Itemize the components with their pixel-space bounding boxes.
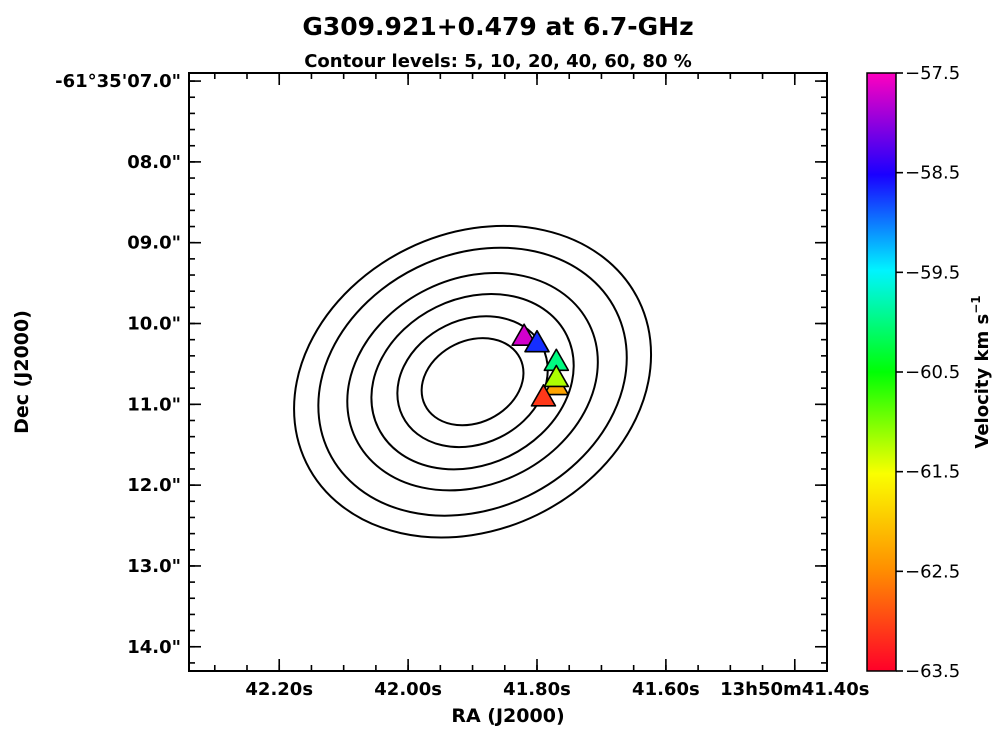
- x-tick-label: 41.60s: [632, 679, 700, 700]
- colorbar-tick-label: −61.5: [905, 462, 960, 483]
- colorbar-tick-label: −60.5: [905, 362, 960, 383]
- colorbar-tick-label: −59.5: [905, 262, 960, 283]
- chart-title: G309.921+0.479 at 6.7-GHz: [302, 12, 693, 41]
- contour-60-percent: [396, 315, 549, 449]
- colorbar-tick-label: −58.5: [905, 163, 960, 184]
- y-tick-label: 10.0": [127, 314, 181, 335]
- x-tick-label: 13h50m41.40s: [720, 679, 869, 700]
- colorbar: [866, 72, 897, 672]
- colorbar-tick-label: −62.5: [905, 561, 960, 582]
- maser-spot-5: [543, 364, 570, 388]
- axis-ticks: [189, 73, 828, 671]
- colorbar-label: Velocity km s−1: [969, 295, 993, 448]
- y-tick-label: -61°35'07.0": [55, 71, 181, 92]
- y-axis-label: Dec (J2000): [11, 310, 33, 434]
- contour-5-percent: [293, 224, 653, 539]
- contour-10-percent: [317, 246, 628, 517]
- maser-spot-1: [511, 323, 537, 347]
- y-tick-label: 08.0": [127, 152, 181, 173]
- colorbar-ticks: −57.5 −58.5 −59.5 −60.5 −61.5 −62.5 −63.5: [896, 63, 960, 682]
- plot-frame: [188, 72, 828, 672]
- y-tick-labels: -61°35'07.0" 08.0" 09.0" 10.0" 11.0" 12.0" 13.…: [55, 71, 181, 658]
- y-tick-label: 12.0": [127, 475, 181, 496]
- maser-spot-6: [530, 384, 557, 407]
- chart-subtitle: Contour levels: 5, 10, 20, 40, 60, 80 %: [304, 51, 692, 72]
- contour-80-percent: [420, 337, 525, 427]
- y-tick-label: 11.0": [127, 394, 181, 415]
- x-tick-labels: 42.20s 42.00s 41.80s 41.60s 13h50m41.40s: [245, 679, 869, 700]
- y-tick-label: 14.0": [127, 637, 181, 658]
- contour-group: [293, 224, 653, 539]
- contour-40-percent: [370, 293, 575, 471]
- colorbar-tick-label: −57.5: [905, 63, 960, 84]
- maser-spot-2: [524, 329, 550, 353]
- x-tick-label: 41.80s: [503, 679, 571, 700]
- x-axis-label: RA (J2000): [451, 705, 564, 727]
- contour-20-percent: [346, 271, 599, 492]
- x-tick-label: 42.00s: [374, 679, 442, 700]
- y-tick-label: 09.0": [127, 233, 181, 254]
- colorbar-label-text: Velocity km s: [972, 314, 993, 449]
- colorbar-tick-label: −63.5: [905, 661, 960, 682]
- colorbar-label-superscript: −1: [969, 295, 983, 313]
- y-tick-label: 13.0": [127, 556, 181, 577]
- svg-text:Velocity km s−1: Velocity km s−1: [969, 295, 993, 448]
- marker-group: [511, 323, 570, 407]
- x-tick-label: 42.20s: [245, 679, 313, 700]
